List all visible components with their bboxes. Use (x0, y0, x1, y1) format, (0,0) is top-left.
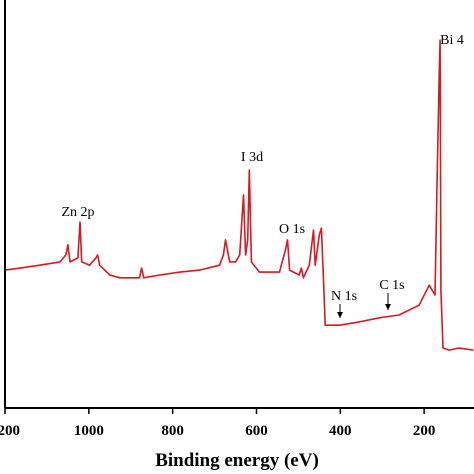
x-tick-label: 400 (329, 423, 352, 439)
x-tick-label: 1200 (0, 423, 20, 439)
x-tick-label: 1000 (74, 423, 104, 439)
peak-label: Bi 4 (440, 33, 464, 48)
peak-label: Zn 2p (61, 205, 94, 220)
arrow-head (385, 304, 391, 310)
peak-label: N 1s (331, 289, 357, 304)
x-tick-label: 200 (413, 423, 436, 439)
peak-label: I 3d (241, 150, 263, 165)
peak-label: O 1s (279, 222, 305, 237)
x-tick-label: 800 (161, 423, 184, 439)
peak-label: C 1s (379, 278, 404, 293)
arrow-head (337, 312, 343, 318)
x-axis-label: Binding energy (eV) (155, 450, 319, 471)
x-tick-label: 600 (245, 423, 268, 439)
spectrum-line (4, 39, 474, 351)
